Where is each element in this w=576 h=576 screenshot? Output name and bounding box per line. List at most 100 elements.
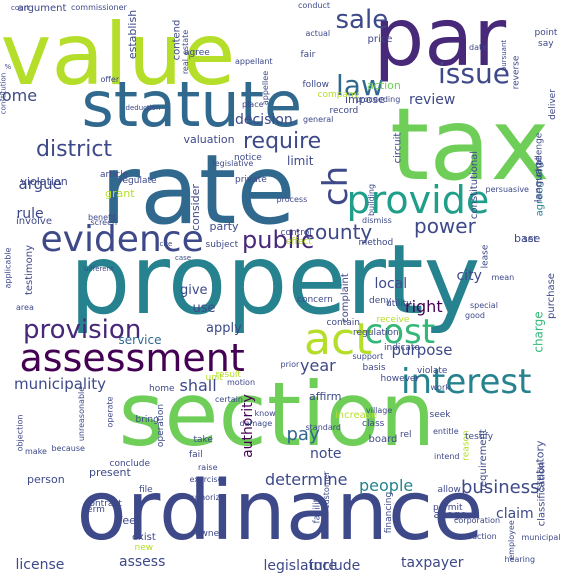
word: building [367,183,377,217]
word: class [362,418,385,429]
word: know [254,409,276,418]
word: case [175,253,192,262]
word: company [317,89,359,100]
word: support [352,352,384,361]
word: increase [335,410,378,421]
word: taxpayer [401,555,464,571]
word: bring [135,414,159,425]
word: work [430,383,450,392]
word: violation [20,174,68,188]
word: allege [433,507,467,521]
word: constitutional [469,150,481,220]
word: legislature [263,558,337,574]
word: appellant [235,57,273,66]
word: impose [345,92,385,106]
word: base [514,231,541,245]
word: require [243,129,322,154]
word: village [366,406,393,415]
word: damage [239,419,273,428]
word: tax [390,86,550,203]
word: sale [335,5,389,35]
word: purchase [545,273,557,319]
word: regulate [119,175,157,186]
word: court [11,3,30,12]
word: place [242,100,264,109]
word: set [523,234,537,245]
word: classification [535,461,547,527]
word: say [538,38,554,49]
word: action [367,78,401,92]
word: indicate [384,342,420,353]
word: exist [132,532,156,543]
word: district [36,137,113,162]
word: certain [215,395,243,404]
word: concern [297,294,333,305]
word: statute [81,68,303,141]
word: cite [159,239,173,248]
word: permit [433,502,463,513]
word: take [193,434,213,445]
word: basis [362,362,386,373]
word: include [309,558,361,574]
word: control [280,227,312,238]
word: deliver [547,88,558,120]
word: issue [438,57,510,90]
word: conclude [109,458,151,469]
word: pursuant [499,39,508,71]
word: deny [369,295,392,306]
word: charge [531,311,546,353]
word: new [134,542,154,553]
word: provide [346,178,490,222]
word: dismiss [362,216,392,225]
word: prior [280,360,300,369]
word: process [276,195,308,204]
word: ordinance [76,464,484,559]
word: unreasonable [77,386,87,442]
word: area [16,303,34,312]
word: result [215,369,241,380]
word: customer [321,471,331,509]
word: exercise [189,475,223,484]
word: hearing [504,555,536,564]
word: ch [316,165,357,207]
word: par [373,0,507,84]
word: article [100,169,129,180]
word: use [192,300,216,316]
word: transaction [451,532,497,541]
word: people [359,476,414,495]
word: benefit [88,213,117,222]
word: date [469,43,488,52]
word: rel [400,429,412,440]
word: right [405,297,443,316]
word: apply [206,320,242,336]
word: service [118,333,162,347]
word: notice [234,152,262,163]
word: property [69,224,481,336]
word: contract [84,498,122,509]
word: make [25,447,47,456]
word: limit [287,154,314,168]
word: unit [205,372,223,383]
word: good [465,311,485,320]
word: because [51,444,85,453]
word: public [242,226,315,254]
word: private [235,174,267,185]
word: fee [118,513,136,527]
word: home [149,383,175,394]
word: violate [417,365,448,376]
word: rate [100,134,296,246]
word: corporation [454,516,501,525]
word: proceeding [355,95,401,104]
word: county [304,220,373,244]
word: testify [465,431,494,442]
word: involve [16,216,53,227]
word: price [367,34,393,45]
word: constitution [0,72,8,114]
word: financing [383,491,394,533]
word: pay [286,424,320,445]
word: point [534,27,558,38]
word: affirm [309,389,342,403]
word: establish [125,9,139,59]
word: general [303,115,334,124]
word: file [139,484,153,495]
